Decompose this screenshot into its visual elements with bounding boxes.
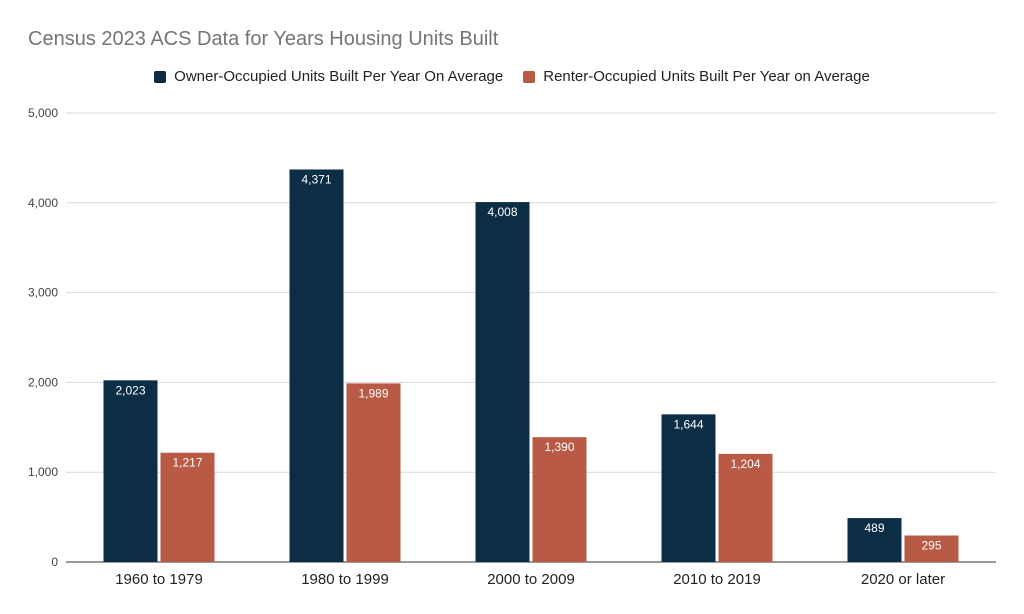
legend-swatch-renter	[523, 70, 536, 83]
legend-item-renter: Renter-Occupied Units Built Per Year on …	[523, 68, 870, 85]
data-label: 1,204	[730, 457, 760, 471]
data-label: 1,989	[358, 386, 388, 400]
y-tick-label: 5,000	[28, 106, 58, 120]
data-label: 1,644	[673, 417, 703, 431]
legend: Owner-Occupied Units Built Per Year On A…	[0, 68, 1024, 85]
bar	[718, 453, 773, 562]
x-tick-label: 2010 to 2019	[673, 571, 761, 588]
legend-item-owner: Owner-Occupied Units Built Per Year On A…	[154, 68, 503, 85]
x-tick-label: 2000 to 2009	[487, 571, 575, 588]
x-tick-label: 2020 or later	[861, 571, 945, 588]
data-label: 1,390	[544, 440, 574, 454]
bar	[103, 380, 158, 562]
bar	[160, 452, 215, 562]
y-tick-label: 0	[51, 555, 58, 569]
data-label: 1,217	[172, 456, 202, 470]
bar	[532, 437, 587, 562]
data-label: 4,371	[301, 172, 331, 186]
bar	[289, 169, 344, 563]
legend-swatch-owner	[154, 70, 167, 83]
data-label: 2,023	[115, 383, 145, 397]
bar	[661, 414, 716, 562]
legend-label-renter: Renter-Occupied Units Built Per Year on …	[543, 68, 870, 85]
bar	[847, 518, 902, 562]
y-tick-label: 1,000	[28, 465, 58, 479]
y-tick-label: 4,000	[28, 196, 58, 210]
bar	[904, 535, 959, 562]
bar	[346, 383, 401, 562]
x-tick-label: 1960 to 1979	[115, 571, 203, 588]
legend-label-owner: Owner-Occupied Units Built Per Year On A…	[174, 68, 504, 85]
chart-title: Census 2023 ACS Data for Years Housing U…	[28, 28, 499, 50]
data-label: 295	[921, 539, 941, 553]
data-label: 489	[864, 521, 884, 535]
bar	[475, 202, 530, 562]
x-tick-label: 1980 to 1999	[301, 571, 389, 588]
data-label: 4,008	[487, 205, 517, 219]
y-tick-label: 3,000	[28, 286, 58, 300]
y-tick-label: 2,000	[28, 375, 58, 389]
